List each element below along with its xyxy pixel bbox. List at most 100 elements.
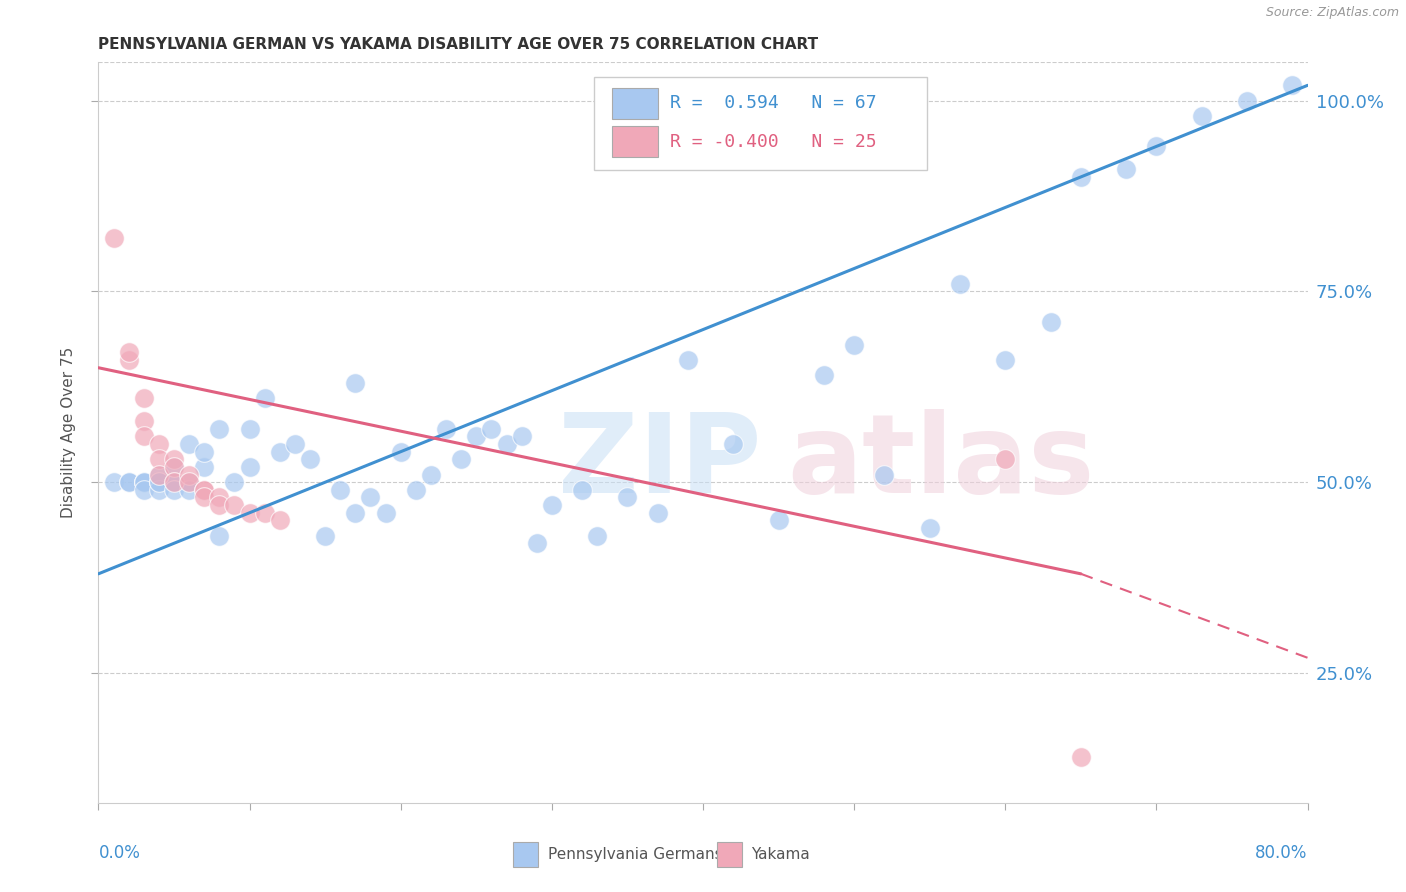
Point — [253, 506, 276, 520]
Point — [163, 475, 186, 490]
Point — [148, 467, 170, 482]
Point — [239, 460, 262, 475]
Point — [813, 368, 835, 383]
Text: R =  0.594   N = 67: R = 0.594 N = 67 — [671, 95, 877, 112]
Point — [481, 422, 503, 436]
Text: 80.0%: 80.0% — [1256, 844, 1308, 862]
Text: ZIP: ZIP — [558, 409, 761, 516]
Point — [118, 345, 141, 359]
Point — [269, 444, 291, 458]
Point — [299, 452, 322, 467]
Point — [132, 475, 155, 490]
Point — [329, 483, 352, 497]
Point — [148, 452, 170, 467]
Point — [132, 429, 155, 443]
Point — [132, 414, 155, 428]
Point — [132, 483, 155, 497]
Point — [269, 513, 291, 527]
Point — [360, 491, 382, 505]
Point — [163, 475, 186, 490]
Point — [208, 529, 231, 543]
Point — [118, 475, 141, 490]
Point — [1236, 94, 1258, 108]
Point — [179, 483, 201, 497]
Point — [465, 429, 488, 443]
Point — [179, 467, 201, 482]
Point — [1070, 169, 1092, 184]
Point — [118, 353, 141, 368]
Point — [676, 353, 699, 368]
Point — [132, 475, 155, 490]
Point — [163, 460, 186, 475]
Point — [1115, 162, 1137, 177]
Point — [148, 437, 170, 451]
Point — [389, 444, 412, 458]
Point — [148, 475, 170, 490]
Point — [148, 475, 170, 490]
Point — [103, 475, 125, 490]
FancyBboxPatch shape — [595, 78, 927, 169]
Point — [844, 338, 866, 352]
Point — [208, 491, 231, 505]
Point — [647, 506, 669, 520]
Point — [208, 498, 231, 512]
Text: 0.0%: 0.0% — [98, 844, 141, 862]
Text: Yakama: Yakama — [751, 847, 810, 862]
Point — [179, 437, 201, 451]
Point — [873, 467, 896, 482]
Point — [224, 498, 246, 512]
Point — [132, 475, 155, 490]
Point — [284, 437, 307, 451]
Point — [179, 475, 201, 490]
Point — [994, 353, 1017, 368]
Point — [253, 391, 276, 405]
Point — [495, 437, 517, 451]
Text: Pennsylvania Germans: Pennsylvania Germans — [548, 847, 723, 862]
Point — [132, 391, 155, 405]
Point — [193, 444, 215, 458]
Point — [163, 483, 186, 497]
Point — [768, 513, 790, 527]
Point — [949, 277, 972, 291]
Point — [148, 467, 170, 482]
Point — [163, 475, 186, 490]
Point — [918, 521, 941, 535]
Point — [510, 429, 533, 443]
Point — [103, 231, 125, 245]
Point — [344, 506, 367, 520]
Point — [450, 452, 472, 467]
Point — [1281, 78, 1303, 93]
Point — [1144, 139, 1167, 153]
Point — [148, 475, 170, 490]
Text: R = -0.400   N = 25: R = -0.400 N = 25 — [671, 133, 877, 151]
Point — [586, 529, 609, 543]
Point — [118, 475, 141, 490]
Point — [420, 467, 443, 482]
Point — [179, 475, 201, 490]
Point — [723, 437, 745, 451]
Point — [193, 460, 215, 475]
Point — [540, 498, 562, 512]
Point — [239, 422, 262, 436]
Text: PENNSYLVANIA GERMAN VS YAKAMA DISABILITY AGE OVER 75 CORRELATION CHART: PENNSYLVANIA GERMAN VS YAKAMA DISABILITY… — [98, 37, 818, 52]
Point — [571, 483, 593, 497]
Point — [1191, 109, 1213, 123]
Point — [224, 475, 246, 490]
Point — [344, 376, 367, 390]
Point — [193, 483, 215, 497]
Point — [239, 506, 262, 520]
Point — [163, 452, 186, 467]
Point — [163, 460, 186, 475]
Point — [314, 529, 336, 543]
Text: Source: ZipAtlas.com: Source: ZipAtlas.com — [1265, 6, 1399, 20]
Point — [374, 506, 396, 520]
Point — [434, 422, 457, 436]
Point — [1039, 315, 1062, 329]
Y-axis label: Disability Age Over 75: Disability Age Over 75 — [60, 347, 76, 518]
Point — [148, 483, 170, 497]
Point — [1070, 750, 1092, 764]
FancyBboxPatch shape — [613, 126, 658, 157]
Point — [405, 483, 427, 497]
Text: atlas: atlas — [787, 409, 1095, 516]
FancyBboxPatch shape — [613, 87, 658, 119]
